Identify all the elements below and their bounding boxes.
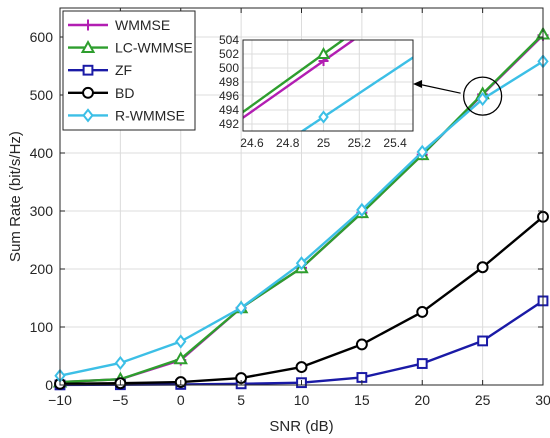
zoom-annotation [413,76,503,116]
legend-item-r-wmmse: R-WMMSE [68,107,185,123]
data-point-zf [477,335,489,347]
data-point-zf [416,358,428,369]
legend-label: BD [115,85,134,101]
series-bd [54,210,549,390]
y-tick-label: 400 [30,145,54,161]
inset-y-tick-label: 496 [219,89,239,103]
x-tick-label: −5 [112,392,128,408]
inset-frame [242,39,414,132]
x-tick-label: 25 [475,392,491,408]
x-tick-label: 30 [535,392,550,408]
legend-item-bd: BD [68,85,134,101]
zoom-circle [462,76,503,116]
inset-x-tick-label: 25.4 [383,136,407,150]
legend-label: R-WMMSE [115,107,185,123]
inset-y-tick-label: 502 [219,47,239,61]
legend-label: ZF [115,62,132,78]
data-point-lc-wmmse [173,351,188,365]
y-tick-label: 600 [30,29,54,45]
legend-marker [82,19,94,31]
data-point-bd [355,338,368,351]
inset-y-tick-label: 500 [219,61,239,75]
zoom-arrow-line [417,83,461,94]
y-tick-label: 100 [30,319,54,335]
inset-y-tick-label: 504 [219,33,239,47]
data-point-r-wmmse [476,91,489,107]
data-point-r-wmmse [114,355,127,371]
legend-marker [80,40,96,53]
legend-item-zf: ZF [68,62,132,78]
x-tick-label: 5 [237,392,245,408]
x-tick-label: 15 [354,392,370,408]
inset-y-tick-label: 494 [219,103,239,117]
data-point-r-wmmse [295,256,308,271]
inset-x-tick-label: 24.6 [240,136,264,150]
data-point-r-wmmse [356,202,368,217]
x-tick-label: 20 [414,392,430,408]
inset-point-r-wmmse [318,110,329,124]
zoom-arrow-head [413,80,422,88]
data-point-r-wmmse [416,144,428,159]
legend-item-wmmse: WMMSE [68,17,170,33]
data-point-r-wmmse [175,334,187,349]
legend-marker [82,108,94,123]
y-axis-label: Sum Rate (bit/s/Hz) [7,131,24,262]
legend-label: WMMSE [115,17,170,33]
legend: WMMSE LC-WMMSE ZF BD R-WMMSE [62,10,196,131]
x-tick-label: 0 [177,392,185,408]
data-point-bd [416,305,429,318]
legend-marker [82,64,94,76]
inset-x-tick-label: 25 [317,136,331,150]
inset-x-tick-label: 24.8 [276,136,300,150]
inset-y-tick-label: 498 [219,75,239,89]
data-point-r-wmmse [235,300,247,315]
y-tick-label: 200 [30,261,54,277]
data-point-bd [476,261,489,274]
inset-series-layer [243,40,413,131]
x-tick-label: 10 [294,392,310,408]
legend-item-lc-wmmse: LC-WMMSE [68,40,193,56]
y-tick-label: 0 [45,377,53,393]
inset-y-tick-label: 492 [219,117,239,131]
x-axis-label: SNR (dB) [269,418,333,435]
data-point-bd [295,361,308,373]
inset-point-lc-wmmse [316,46,331,59]
legend-label: LC-WMMSE [115,40,193,56]
y-tick-label: 300 [30,203,54,219]
y-tick-label: 500 [30,87,54,103]
inset-x-tick-label: 25.2 [348,136,372,150]
x-tick-label: −10 [48,392,72,408]
legend-marker [82,86,94,99]
